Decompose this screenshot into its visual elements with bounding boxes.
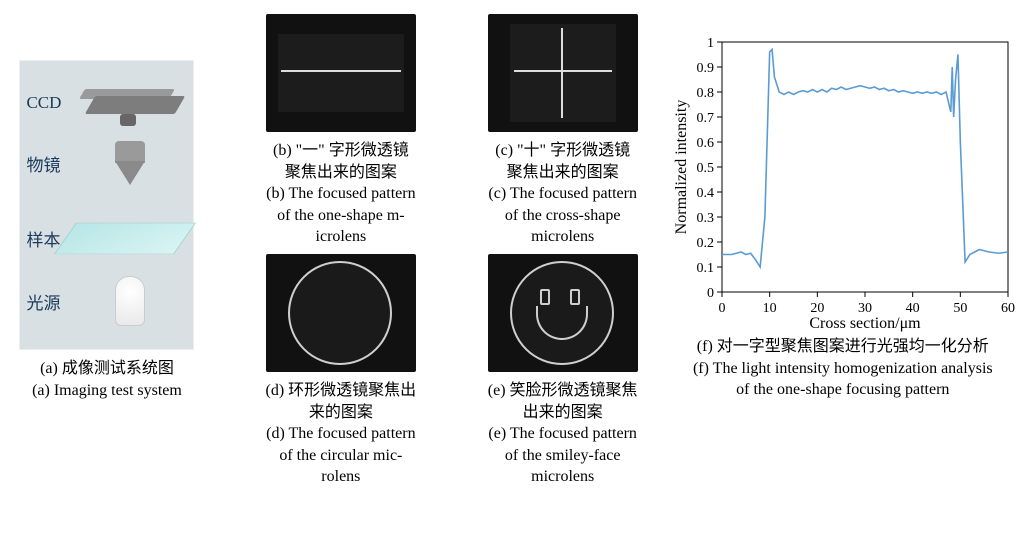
- svg-text:30: 30: [858, 301, 872, 316]
- cross-v-icon: [561, 28, 563, 118]
- svg-text:50: 50: [954, 301, 968, 316]
- svg-text:0.2: 0.2: [697, 236, 715, 251]
- panel-d: (d) 环形微透镜聚焦出 来的图案 (d) The focused patter…: [244, 254, 438, 488]
- svg-text:0.9: 0.9: [697, 61, 715, 76]
- label-objective: 物镜: [26, 151, 60, 176]
- svg-text:0.8: 0.8: [697, 86, 715, 101]
- objective-cylinder-icon: [115, 141, 145, 163]
- cross-shape-micrograph: [488, 14, 638, 132]
- label-sample: 样本: [26, 226, 60, 251]
- imaging-system-diagram: CCD 物镜 样本 光源: [19, 60, 194, 350]
- svg-text:60: 60: [1001, 301, 1015, 316]
- panel-a-caption-en: (a) Imaging test system: [32, 380, 182, 402]
- svg-text:Normalized intensity: Normalized intensity: [673, 100, 690, 235]
- panel-f: 00.10.20.30.40.50.60.70.80.9101020304050…: [670, 32, 1016, 401]
- panel-c: (c) "十" 字形微透镜 聚焦出来的图案 (c) The focused pa…: [466, 14, 660, 248]
- panel-b: (b) "一" 字形微透镜 聚焦出来的图案 (b) The focused pa…: [244, 14, 438, 248]
- light-source-icon: [115, 276, 145, 326]
- figure-container: CCD 物镜 样本 光源 (a) 成像测试系统图 (a) Imaging tes…: [0, 0, 1024, 555]
- svg-text:0.3: 0.3: [697, 211, 715, 226]
- panel-e-caption: (e) 笑脸形微透镜聚焦 出来的图案 (e) The focused patte…: [488, 380, 638, 488]
- one-shape-line-icon: [281, 70, 401, 72]
- label-ccd: CCD: [26, 93, 61, 113]
- panel-e: (e) 笑脸形微透镜聚焦 出来的图案 (e) The focused patte…: [466, 254, 660, 488]
- svg-text:0.5: 0.5: [697, 161, 715, 176]
- one-shape-micrograph: [266, 14, 416, 132]
- svg-text:20: 20: [811, 301, 825, 316]
- svg-text:0.4: 0.4: [697, 186, 715, 201]
- panel-c-caption: (c) "十" 字形微透镜 聚焦出来的图案 (c) The focused pa…: [488, 140, 637, 248]
- smiley-eye-left-icon: [540, 289, 550, 305]
- svg-text:0.7: 0.7: [697, 111, 715, 126]
- svg-text:Cross section/μm: Cross section/μm: [810, 315, 922, 332]
- objective-cone-icon: [115, 161, 145, 185]
- intensity-chart-svg: 00.10.20.30.40.50.60.70.80.9101020304050…: [670, 32, 1015, 332]
- circle-outline-icon: [288, 261, 392, 365]
- panel-d-caption: (d) 环形微透镜聚焦出 来的图案 (d) The focused patter…: [266, 380, 417, 488]
- svg-text:0: 0: [707, 286, 714, 301]
- svg-text:0.1: 0.1: [697, 261, 715, 276]
- micrograph-grid: (b) "一" 字形微透镜 聚焦出来的图案 (b) The focused pa…: [244, 14, 660, 488]
- sample-slide-icon: [54, 223, 196, 255]
- smiley-eye-right-icon: [570, 289, 580, 305]
- svg-text:40: 40: [906, 301, 920, 316]
- svg-text:0: 0: [719, 301, 726, 316]
- svg-text:10: 10: [763, 301, 777, 316]
- panel-a-caption-cn: (a) 成像测试系统图: [32, 358, 182, 380]
- svg-text:0.6: 0.6: [697, 136, 715, 151]
- panel-a-caption: (a) 成像测试系统图 (a) Imaging test system: [32, 358, 182, 401]
- panel-f-caption: (f) 对一字型聚焦图案进行光强均一化分析 (f) The light inte…: [693, 336, 993, 401]
- label-source: 光源: [26, 289, 60, 314]
- cross-h-icon: [514, 70, 612, 72]
- intensity-chart: 00.10.20.30.40.50.60.70.80.9101020304050…: [670, 32, 1015, 332]
- smiley-micrograph: [488, 254, 638, 372]
- ccd-body-icon: [85, 96, 185, 114]
- panel-b-caption: (b) "一" 字形微透镜 聚焦出来的图案 (b) The focused pa…: [266, 140, 415, 248]
- circular-micrograph: [266, 254, 416, 372]
- ccd-lens-icon: [120, 114, 136, 126]
- panel-a: CCD 物镜 样本 光源 (a) 成像测试系统图 (a) Imaging tes…: [8, 60, 206, 401]
- svg-text:1: 1: [707, 36, 714, 51]
